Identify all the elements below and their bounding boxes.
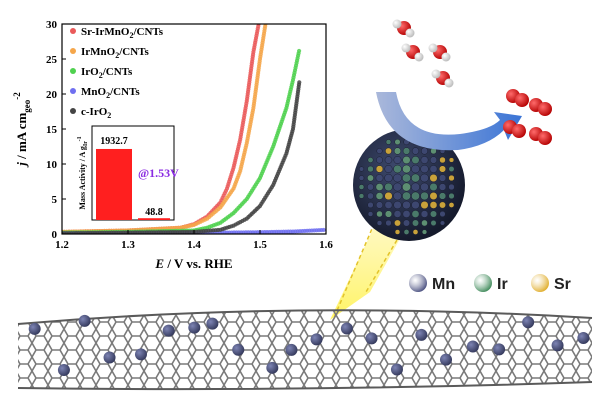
series-4 — [62, 80, 302, 234]
legend-label: MnO2/CNTs — [81, 86, 140, 100]
element-label: Mn — [432, 276, 455, 293]
element-swatch — [474, 274, 492, 292]
inset-annotation: @1.53V — [138, 166, 179, 180]
element-label: Sr — [554, 276, 571, 293]
legend-label: IrO2/CNTs — [81, 66, 133, 80]
y-tick-label: 25 — [46, 54, 58, 66]
lsv-chart: 1.2 1.3 1.4 1.5 1.6 0 5 10 15 20 25 30 E / V vs. RH… — [12, 17, 333, 271]
element-legend: Mn Ir Sr — [409, 274, 571, 293]
y-tick-label: 5 — [52, 194, 58, 206]
zoom-guide-left — [332, 209, 381, 321]
y-tick-label: 0 — [52, 229, 58, 241]
legend-marker — [70, 108, 76, 114]
data-point — [257, 17, 261, 21]
x-axis-label: E / V vs. RHE — [154, 256, 232, 271]
element-swatch — [531, 274, 549, 292]
element-label: Ir — [497, 276, 508, 293]
y-tick-label: 30 — [46, 19, 58, 31]
data-point — [264, 20, 268, 24]
data-point — [321, 227, 326, 233]
y-axis-label: j / mA cmgeo-2 — [12, 92, 32, 168]
data-point — [297, 80, 302, 85]
oxygen-molecules — [503, 89, 552, 145]
y-tick-label: 20 — [46, 89, 58, 101]
data-point — [257, 20, 261, 24]
legend-label: c-IrO2 — [81, 106, 111, 120]
legend-marker — [70, 68, 76, 74]
water-molecules — [392, 19, 454, 88]
x-tick-label: 1.2 — [55, 239, 69, 251]
mass-activity-inset: 1932.7 48.8 Mass Activity / A gIr-1 @1.53… — [77, 125, 179, 221]
legend-marker — [70, 88, 76, 94]
legend-label: IrMnO2/CNTs — [81, 46, 150, 60]
reaction-arrow — [376, 92, 522, 151]
nanoparticle-sphere — [353, 129, 465, 241]
legend-marker — [70, 48, 76, 54]
catalyst-illustration: Mn Ir Sr — [17, 19, 593, 391]
x-tick-label: 1.4 — [187, 239, 201, 251]
inset-bar-label: 1932.7 — [100, 136, 128, 147]
legend-label: Sr-IrMnO2/CNTs — [81, 26, 164, 40]
inset-bar — [96, 148, 132, 220]
y-tick-label: 10 — [46, 159, 58, 171]
data-point — [296, 48, 302, 54]
x-tick-label: 1.6 — [319, 239, 333, 251]
inset-y-label: Mass Activity / A gIr-1 — [77, 136, 89, 209]
x-tick-label: 1.3 — [121, 239, 135, 251]
carbon-nanotube — [17, 309, 593, 391]
inset-bar-label: 48.8 — [145, 207, 163, 218]
legend-marker — [70, 28, 76, 34]
element-swatch — [409, 274, 427, 292]
inset-bar — [138, 218, 170, 220]
data-point — [264, 17, 268, 21]
y-tick-label: 15 — [46, 124, 58, 136]
x-tick-label: 1.5 — [253, 239, 267, 251]
chart-legend: Sr-IrMnO2/CNTs IrMnO2/CNTs IrO2/CNTs MnO2/C… — [70, 26, 164, 120]
